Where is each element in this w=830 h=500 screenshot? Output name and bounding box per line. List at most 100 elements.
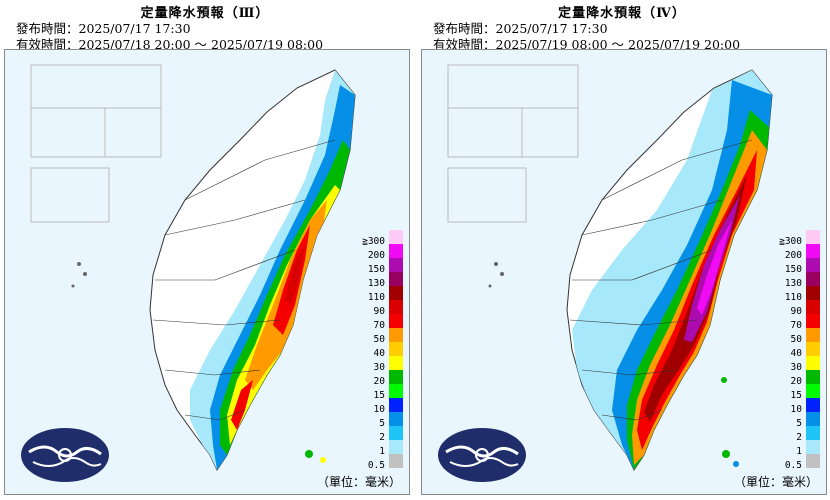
scale-label: 20	[373, 376, 385, 387]
scale-swatch	[806, 454, 820, 468]
scale-label: 30	[373, 362, 385, 373]
scale-swatch	[806, 342, 820, 356]
inset-box	[30, 64, 162, 158]
precip-shading	[572, 70, 772, 470]
scale-swatch	[389, 342, 403, 356]
panel-title: 定量降水預報（Ⅲ）	[140, 6, 270, 21]
scale-label: 40	[373, 348, 385, 359]
scale-swatch	[389, 230, 403, 244]
scale-swatch	[389, 440, 403, 454]
scale-step: 50	[780, 328, 820, 345]
scale-step: 90	[780, 300, 820, 317]
issued-time: 發布時間：2025/07/17 17:30	[433, 21, 608, 36]
scale-label: 110	[784, 292, 802, 303]
island	[305, 450, 313, 458]
rainfall-map-graphic	[438, 64, 773, 482]
scale-step: ≧300	[779, 230, 820, 247]
scale-swatch	[806, 370, 820, 384]
scale-step: 1	[363, 440, 403, 457]
scale-step: 200	[363, 244, 403, 261]
scale-label: 0.5	[784, 460, 802, 471]
scale-step: 200	[780, 244, 820, 261]
scale-step: 30	[363, 356, 403, 373]
island	[722, 450, 730, 458]
scale-label: 130	[367, 278, 385, 289]
scale-step: 5	[780, 412, 820, 429]
scale-step: 15	[780, 384, 820, 401]
scale-label: ≧300	[779, 236, 802, 247]
scale-swatch	[389, 384, 403, 398]
scale-step: 0.5	[363, 454, 403, 471]
scale-swatch	[806, 286, 820, 300]
precip-shading	[190, 70, 355, 470]
scale-swatch	[806, 244, 820, 258]
scale-swatch	[389, 258, 403, 272]
scale-step: 20	[363, 370, 403, 387]
scale-swatch	[389, 370, 403, 384]
forecast-panel-4: 定量降水預報（Ⅳ） 發布時間：2025/07/17 17:30 有效時間：202…	[417, 0, 827, 500]
scale-step: 150	[780, 258, 820, 275]
scale-label: 200	[784, 250, 802, 261]
scale-swatch	[389, 328, 403, 342]
rainfall-map: ≧300 200 150 130 110 90 70 50 40 30 20 15 10 5 2 1 0.5 （…	[4, 49, 410, 495]
scale-step: 5	[363, 412, 403, 429]
scale-swatch	[389, 356, 403, 370]
scale-step: 130	[780, 272, 820, 289]
scale-label: 20	[790, 376, 802, 387]
cwa-logo	[21, 428, 109, 482]
unit-label: （單位：毫米）	[316, 475, 401, 489]
scale-label: ≧300	[362, 236, 385, 247]
scale-label: 50	[790, 334, 802, 345]
scale-swatch	[389, 300, 403, 314]
valid-time: 有效時間：2025/07/19 08:00 ～ 2025/07/19 20:00	[433, 37, 741, 52]
scale-swatch	[389, 412, 403, 426]
scale-label: 90	[790, 306, 802, 317]
scale-step: 70	[363, 314, 403, 331]
scale-swatch	[389, 244, 403, 258]
scale-step: 110	[780, 286, 820, 303]
scale-swatch	[389, 286, 403, 300]
scale-swatch	[806, 356, 820, 370]
scale-step: 70	[780, 314, 820, 331]
scale-label: 5	[796, 418, 802, 429]
scale-swatch	[806, 314, 820, 328]
scale-label: 150	[367, 264, 385, 275]
inset-box	[30, 167, 110, 223]
inset-box	[447, 167, 527, 223]
scale-swatch	[806, 272, 820, 286]
scale-swatch	[806, 412, 820, 426]
scale-step: 40	[780, 342, 820, 359]
rainfall-scale: ≧300 200 150 130 110 90 70 50 40 30 20 15 10 5 2 1 0.5	[779, 230, 820, 471]
scale-swatch	[806, 300, 820, 314]
scale-step: 0.5	[780, 454, 820, 471]
scale-swatch	[389, 426, 403, 440]
scale-step: 110	[363, 286, 403, 303]
scale-step: 10	[363, 398, 403, 415]
scale-step: 40	[363, 342, 403, 359]
scale-swatch	[389, 272, 403, 286]
scale-label: 200	[367, 250, 385, 261]
scale-step: ≧300	[362, 230, 403, 247]
scale-label: 10	[373, 404, 385, 415]
scale-label: 50	[373, 334, 385, 345]
scale-label: 150	[784, 264, 802, 275]
cwa-logo	[438, 428, 526, 482]
scale-swatch	[806, 230, 820, 244]
scale-swatch	[389, 454, 403, 468]
scale-swatch	[806, 398, 820, 412]
scale-label: 130	[784, 278, 802, 289]
scale-label: 10	[790, 404, 802, 415]
forecast-panel-3: 定量降水預報（Ⅲ） 發布時間：2025/07/17 17:30 有效時間：202…	[0, 0, 410, 500]
scale-step: 2	[363, 426, 403, 443]
scale-label: 0.5	[367, 460, 385, 471]
valid-time: 有效時間：2025/07/18 20:00 ～ 2025/07/19 08:00	[16, 37, 324, 52]
inset-box	[447, 64, 579, 158]
scale-swatch	[806, 384, 820, 398]
scale-label: 2	[796, 432, 802, 443]
scale-swatch	[806, 328, 820, 342]
scale-label: 1	[379, 446, 385, 457]
rainfall-map: ≧300 200 150 130 110 90 70 50 40 30 20 15 10 5 2 1 0.5 （…	[421, 49, 827, 495]
scale-label: 15	[373, 390, 385, 401]
rainfall-scale: ≧300 200 150 130 110 90 70 50 40 30 20 15 10 5 2 1 0.5	[362, 230, 403, 471]
scale-label: 1	[796, 446, 802, 457]
